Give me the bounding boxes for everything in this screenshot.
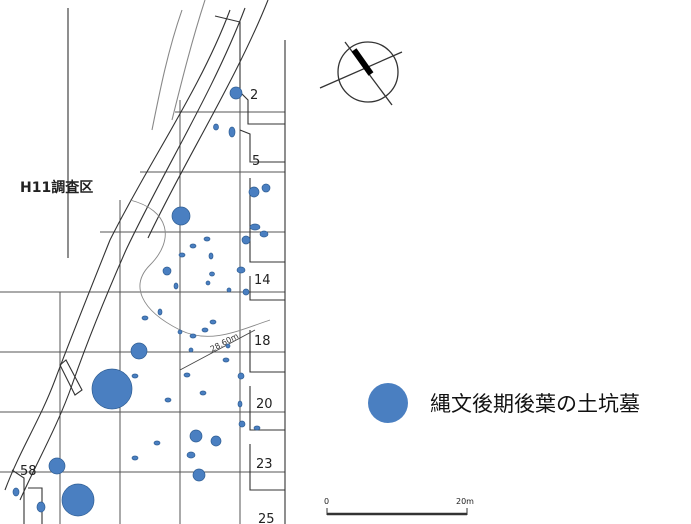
stream-lines bbox=[4, 0, 269, 501]
grid-number: 2 bbox=[250, 88, 259, 103]
scale-start-label: 0 bbox=[324, 497, 330, 506]
grid-number: 14 bbox=[254, 273, 271, 288]
contour-line bbox=[129, 199, 271, 337]
excavation-boundary bbox=[11, 8, 286, 524]
legend-label: 縄文後期後葉の土坑墓 bbox=[430, 392, 640, 416]
contour-leader bbox=[179, 329, 256, 371]
scale-bar bbox=[326, 508, 468, 516]
grid-number: 23 bbox=[256, 457, 273, 472]
survey-grid bbox=[0, 30, 285, 524]
pit-symbol-icon bbox=[368, 383, 408, 423]
pit-features bbox=[12, 86, 271, 517]
map-legend: 縄文後期後葉の土坑墓 bbox=[368, 381, 640, 425]
grid-number: 18 bbox=[254, 334, 271, 349]
grid-number: 58 bbox=[20, 464, 37, 479]
north-arrow-icon bbox=[319, 41, 403, 106]
grid-number: 25 bbox=[258, 512, 275, 524]
grid-number: 20 bbox=[256, 397, 273, 412]
grid-number: 5 bbox=[252, 154, 261, 169]
scale-end-label: 20m bbox=[456, 497, 474, 506]
survey-area-label: H11調査区 bbox=[20, 180, 94, 196]
